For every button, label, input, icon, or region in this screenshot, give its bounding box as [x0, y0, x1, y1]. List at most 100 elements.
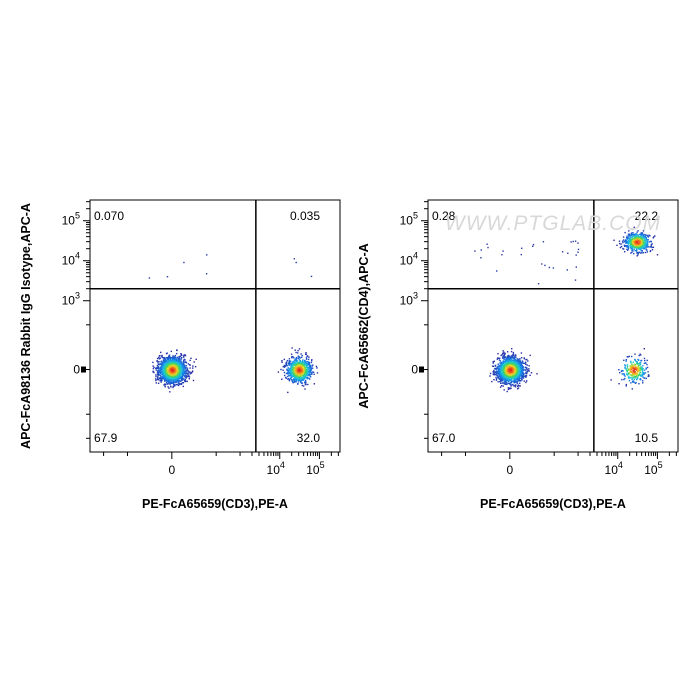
- event-dot: [300, 365, 302, 367]
- event-dot: [184, 370, 187, 372]
- event-dot: [516, 366, 518, 369]
- event-dot: [508, 379, 510, 381]
- event-dot: [498, 373, 501, 375]
- event-dot: [629, 238, 631, 240]
- event-dot: [297, 371, 299, 374]
- event-dot: [189, 371, 191, 373]
- event-dot: [170, 368, 172, 370]
- event-dot: [627, 245, 629, 247]
- event-dot: [516, 388, 519, 390]
- event-dot: [622, 236, 625, 238]
- event-dot: [635, 237, 637, 239]
- event-dot: [630, 240, 632, 242]
- event-dot: [163, 363, 166, 366]
- event-dot: [157, 371, 160, 374]
- event-dot: [513, 358, 515, 360]
- event-dot: [510, 364, 512, 367]
- event-dot: [649, 250, 652, 252]
- event-dot: [183, 378, 185, 380]
- event-dot: [205, 273, 208, 275]
- event-dot: [173, 379, 175, 382]
- event-dot: [170, 381, 172, 383]
- event-dot: [174, 379, 176, 381]
- event-dot: [646, 245, 648, 248]
- event-dot: [634, 239, 636, 241]
- event-dot: [292, 372, 294, 374]
- event-dot: [636, 231, 638, 233]
- event-dot: [164, 364, 166, 367]
- event-dot: [179, 369, 181, 372]
- event-dot: [517, 371, 520, 373]
- event-dot: [162, 359, 165, 361]
- event-dot: [166, 374, 168, 376]
- event-dot: [294, 358, 296, 360]
- event-dot: [299, 377, 301, 379]
- event-dot: [520, 357, 523, 359]
- event-dot: [510, 373, 512, 375]
- event-dot: [301, 373, 304, 375]
- event-dot: [306, 370, 309, 373]
- event-dot: [515, 368, 518, 370]
- event-dot: [518, 376, 520, 378]
- event-dot: [640, 232, 642, 234]
- event-dot: [631, 251, 633, 254]
- event-dot: [183, 374, 185, 376]
- event-dot: [515, 368, 517, 370]
- event-dot: [291, 365, 293, 368]
- event-dot: [312, 371, 314, 373]
- event-dot: [502, 364, 504, 366]
- event-dot: [156, 367, 158, 369]
- event-dot: [502, 373, 504, 375]
- event-dot: [161, 355, 163, 357]
- event-dot: [159, 371, 161, 374]
- population-cd3-: [277, 347, 319, 394]
- event-dot: [497, 368, 500, 370]
- event-dot: [508, 362, 511, 364]
- event-dot: [500, 367, 502, 369]
- event-dot: [647, 236, 650, 238]
- event-dot: [639, 246, 642, 248]
- event-dot: [174, 356, 176, 358]
- event-dot: [517, 366, 520, 368]
- event-dot: [309, 364, 312, 367]
- event-dot: [516, 358, 518, 360]
- event-dot: [636, 239, 638, 242]
- y-tick-label: 105: [62, 211, 80, 228]
- event-dot: [169, 373, 172, 376]
- event-dot: [305, 382, 307, 384]
- event-dot: [621, 240, 624, 242]
- event-dot: [294, 376, 296, 378]
- event-dot: [306, 377, 308, 379]
- event-dot: [507, 357, 510, 359]
- event-dot: [305, 353, 307, 355]
- event-dot: [165, 365, 167, 368]
- event-dot: [515, 369, 517, 371]
- event-dot: [299, 359, 301, 362]
- event-dot: [307, 369, 310, 371]
- event-dot: [521, 361, 524, 363]
- event-dot: [178, 357, 181, 359]
- event-dot: [503, 353, 505, 355]
- event-dot: [306, 363, 308, 365]
- event-dot: [167, 386, 169, 388]
- event-dot: [646, 249, 648, 251]
- event-dot: [157, 366, 160, 368]
- event-dot: [516, 382, 519, 384]
- event-dot: [293, 364, 295, 366]
- event-dot: [628, 240, 631, 243]
- event-dot: [165, 379, 167, 382]
- event-dot: [163, 371, 165, 374]
- event-dot: [297, 381, 299, 383]
- event-dot: [159, 366, 162, 368]
- event-dot: [157, 382, 160, 384]
- event-dot: [168, 379, 170, 381]
- event-dot: [497, 353, 499, 355]
- event-dot: [164, 383, 166, 386]
- event-dot: [298, 376, 300, 378]
- event-dot: [286, 368, 288, 370]
- event-dot: [304, 380, 307, 382]
- event-dot: [169, 376, 171, 378]
- event-dot: [498, 375, 501, 377]
- event-dot: [291, 362, 293, 364]
- event-dot: [500, 378, 502, 380]
